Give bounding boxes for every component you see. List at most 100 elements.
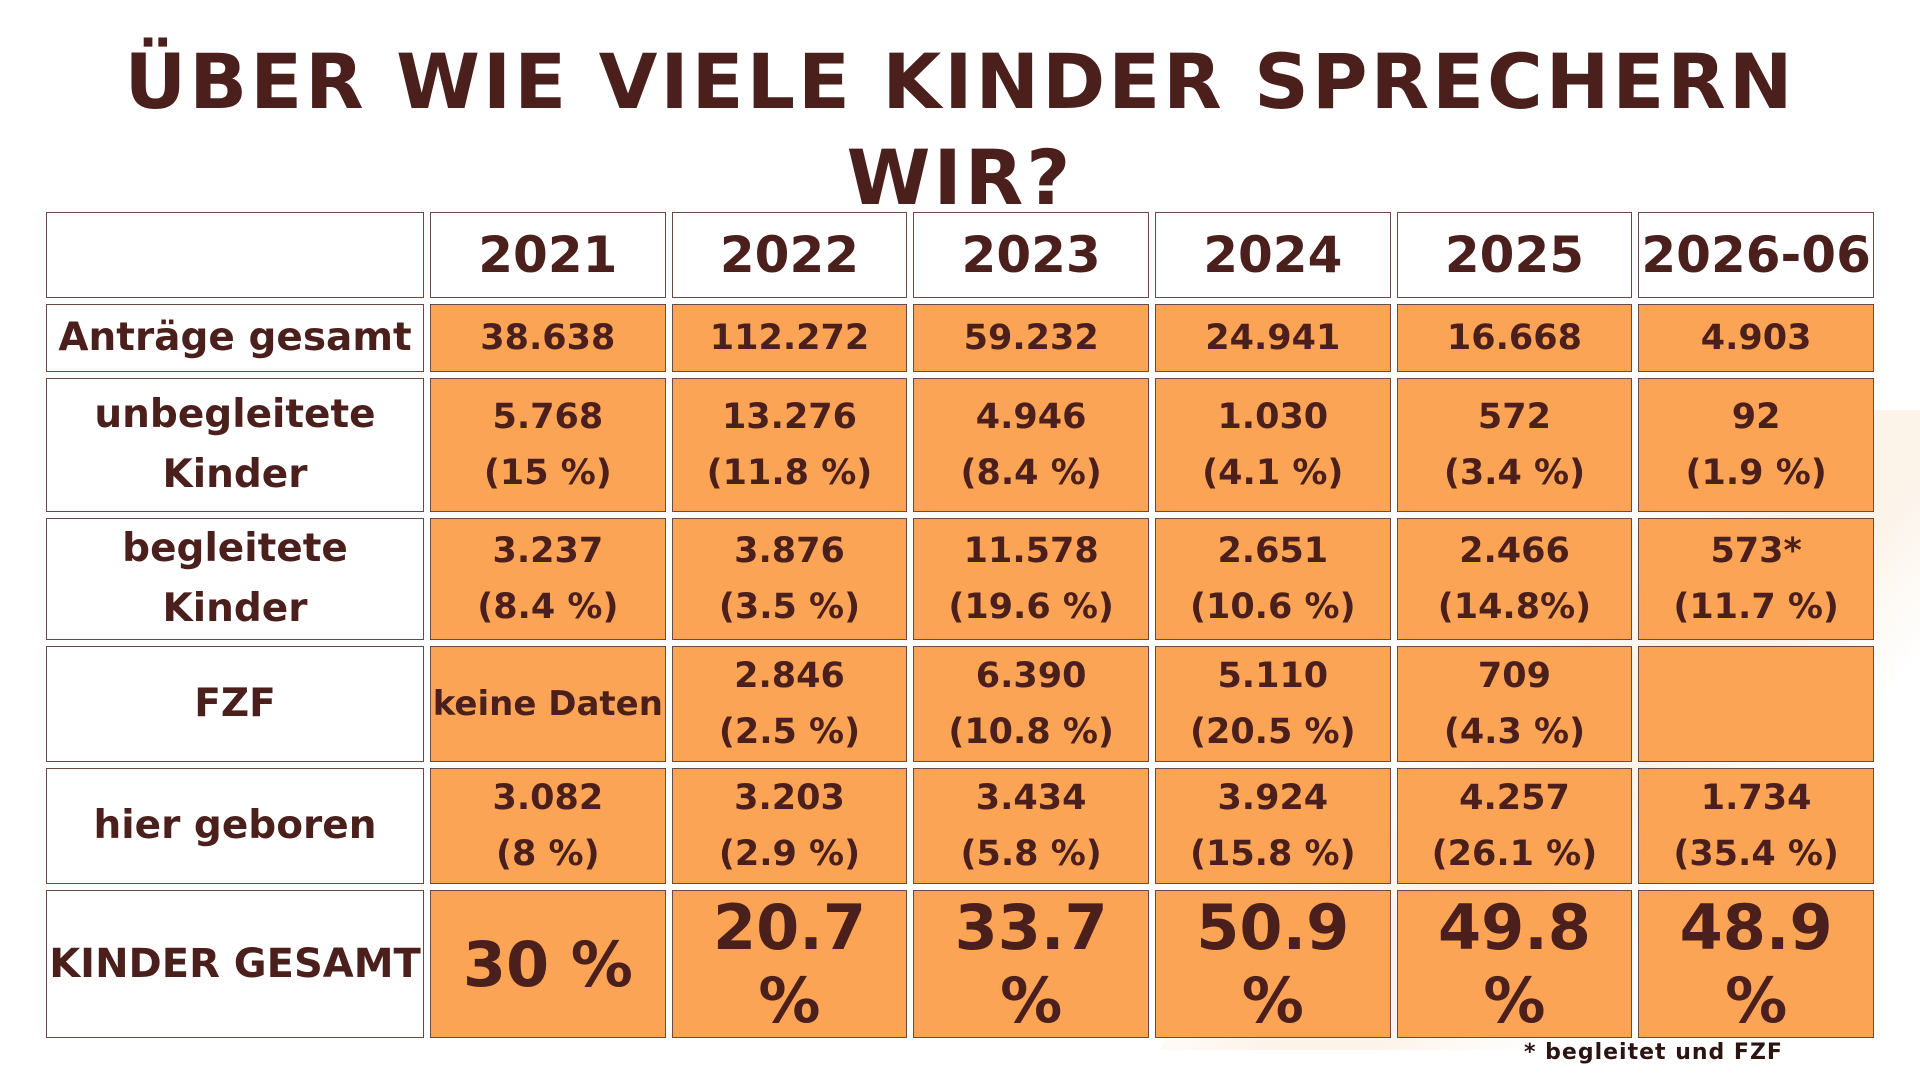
cell-geboren-2025: 4.257 (26.1 %) — [1396, 768, 1633, 884]
cell-geboren-2022: 3.203 (2.9 %) — [671, 768, 908, 884]
table-row-unbegleitete-kinder: unbegleitete Kinder 5.768 (15 %) 13.276 … — [46, 378, 1874, 512]
cell-share: (10.6 %) — [1189, 587, 1356, 627]
cell-value: 3.082 — [492, 778, 604, 818]
row-label-hier-geboren: hier geboren — [46, 768, 424, 884]
cell-fzf-2021-no-data: keine Daten — [430, 646, 666, 762]
cell-antraege-2022: 112.272 — [671, 304, 908, 372]
year-header-2023: 2023 — [913, 212, 1149, 298]
row-label-line-2: Kinder — [162, 452, 308, 497]
cell-value: 3.924 — [1217, 778, 1329, 818]
cell-share: (11.7 %) — [1673, 587, 1839, 627]
cell-gesamt-2021: 30 % — [430, 890, 666, 1038]
row-label-unbegleitete-kinder: unbegleitete Kinder — [46, 378, 424, 512]
cell-gesamt-2022: 20.7 % — [671, 890, 908, 1038]
cell-begleitet-2022: 3.876 (3.5 %) — [671, 518, 908, 640]
cell-value: 4.946 — [975, 397, 1087, 437]
header-corner-cell — [46, 212, 424, 298]
cell-value: 3.876 — [734, 531, 845, 571]
year-header-2024: 2024 — [1154, 212, 1391, 298]
cell-share: (15 %) — [483, 453, 612, 493]
cell-geboren-2021: 3.082 (8 %) — [430, 768, 666, 884]
year-header-2022: 2022 — [671, 212, 908, 298]
cell-share: (2.5 %) — [718, 712, 861, 752]
cell-share: (35.4 %) — [1673, 834, 1839, 874]
row-label-fzf: FZF — [46, 646, 424, 762]
cell-begleitet-2026-06: 573* (11.7 %) — [1638, 518, 1874, 640]
cell-value: 709 — [1477, 656, 1551, 696]
cell-value: 3.434 — [975, 778, 1087, 818]
cell-antraege-2021: 38.638 — [430, 304, 666, 372]
cell-share: (11.8 %) — [706, 453, 873, 493]
row-label-kinder-gesamt: KINDER GESAMT — [46, 890, 424, 1038]
cell-share: (4.1 %) — [1202, 453, 1344, 493]
table-row-kinder-gesamt: KINDER GESAMT 30 % 20.7 % 33.7 % 50.9 % … — [46, 890, 1874, 1038]
cell-value: 5.768 — [492, 397, 604, 437]
cell-value: 92 — [1731, 397, 1781, 437]
table-row-fzf: FZF keine Daten 2.846 (2.5 %) 6.390 (10.… — [46, 646, 1874, 762]
header-row: 2021 2022 2023 2024 2025 2026-06 — [46, 212, 1874, 298]
cell-fzf-2023: 6.390 (10.8 %) — [913, 646, 1149, 762]
cell-value: 3.203 — [734, 778, 845, 818]
page-title: ÜBER WIE VIELE KINDER SPRECHERN WIR? — [124, 37, 1796, 222]
cell-share: (8 %) — [496, 834, 600, 874]
cell-share: (3.5 %) — [718, 587, 861, 627]
cell-geboren-2023: 3.434 (5.8 %) — [913, 768, 1149, 884]
cell-share: (2.9 %) — [718, 834, 861, 874]
year-header-2026-06: 2026-06 — [1638, 212, 1874, 298]
cell-unbegleitet-2021: 5.768 (15 %) — [430, 378, 666, 512]
cell-unbegleitet-2025: 572 (3.4 %) — [1396, 378, 1633, 512]
cell-gesamt-2024: 50.9 % — [1154, 890, 1391, 1038]
cell-unbegleitet-2024: 1.030 (4.1 %) — [1154, 378, 1391, 512]
cell-fzf-2024: 5.110 (20.5 %) — [1154, 646, 1391, 762]
cell-fzf-2022: 2.846 (2.5 %) — [671, 646, 908, 762]
cell-unbegleitet-2026-06: 92 (1.9 %) — [1638, 378, 1874, 512]
cell-antraege-2024: 24.941 — [1154, 304, 1391, 372]
cell-unbegleitet-2023: 4.946 (8.4 %) — [913, 378, 1149, 512]
row-label-begleitete-kinder: begleitete Kinder — [46, 518, 424, 640]
cell-share: (4.3 %) — [1443, 712, 1586, 752]
cell-geboren-2024: 3.924 (15.8 %) — [1154, 768, 1391, 884]
cell-value: 11.578 — [963, 531, 1099, 571]
children-statistics-table: 2021 2022 2023 2024 2025 2026-06 Anträge… — [40, 206, 1880, 1044]
cell-share: (3.4 %) — [1443, 453, 1586, 493]
cell-share: (1.9 %) — [1685, 453, 1827, 493]
cell-share: (26.1 %) — [1431, 834, 1598, 874]
cell-antraege-2023: 59.232 — [913, 304, 1149, 372]
cell-geboren-2026-06: 1.734 (35.4 %) — [1638, 768, 1874, 884]
cell-fzf-2026-06-empty — [1638, 646, 1874, 762]
cell-value: 2.651 — [1217, 531, 1329, 571]
cell-begleitet-2021: 3.237 (8.4 %) — [430, 518, 666, 640]
cell-gesamt-2026-06: 48.9 % — [1638, 890, 1874, 1038]
row-label-antraege: Anträge gesamt — [46, 304, 424, 372]
cell-value: 2.466 — [1459, 531, 1570, 571]
cell-value: 573* — [1710, 531, 1802, 571]
footnote: * begleitet und FZF — [1524, 1040, 1783, 1065]
cell-share: (10.8 %) — [948, 712, 1114, 752]
cell-begleitet-2024: 2.651 (10.6 %) — [1154, 518, 1391, 640]
cell-share: (14.8%) — [1437, 587, 1592, 627]
cell-share: (19.6 %) — [948, 587, 1114, 627]
cell-fzf-2025: 709 (4.3 %) — [1396, 646, 1633, 762]
cell-value: 4.257 — [1459, 778, 1570, 818]
cell-value: 1.734 — [1700, 778, 1812, 818]
cell-begleitet-2025: 2.466 (14.8%) — [1396, 518, 1633, 640]
cell-unbegleitet-2022: 13.276 (11.8 %) — [671, 378, 908, 512]
cell-gesamt-2025: 49.8 % — [1396, 890, 1633, 1038]
cell-value: 1.030 — [1217, 397, 1329, 437]
cell-antraege-2025: 16.668 — [1396, 304, 1633, 372]
year-header-2025: 2025 — [1396, 212, 1633, 298]
table-row-begleitete-kinder: begleitete Kinder 3.237 (8.4 %) 3.876 (3… — [46, 518, 1874, 640]
cell-value: 13.276 — [721, 397, 858, 437]
cell-share: (5.8 %) — [960, 834, 1102, 874]
cell-value: 6.390 — [975, 656, 1087, 696]
cell-value: 5.110 — [1217, 656, 1329, 696]
table-row-hier-geboren: hier geboren 3.082 (8 %) 3.203 (2.9 %) 3… — [46, 768, 1874, 884]
cell-value: 572 — [1477, 397, 1551, 437]
cell-begleitet-2023: 11.578 (19.6 %) — [913, 518, 1149, 640]
cell-share: (20.5 %) — [1189, 712, 1356, 752]
cell-share: (15.8 %) — [1189, 834, 1356, 874]
table-row-antraege: Anträge gesamt 38.638 112.272 59.232 24.… — [46, 304, 1874, 372]
cell-share: (8.4 %) — [960, 453, 1102, 493]
cell-antraege-2026-06: 4.903 — [1638, 304, 1874, 372]
row-label-line-1: unbegleitete — [94, 392, 376, 437]
